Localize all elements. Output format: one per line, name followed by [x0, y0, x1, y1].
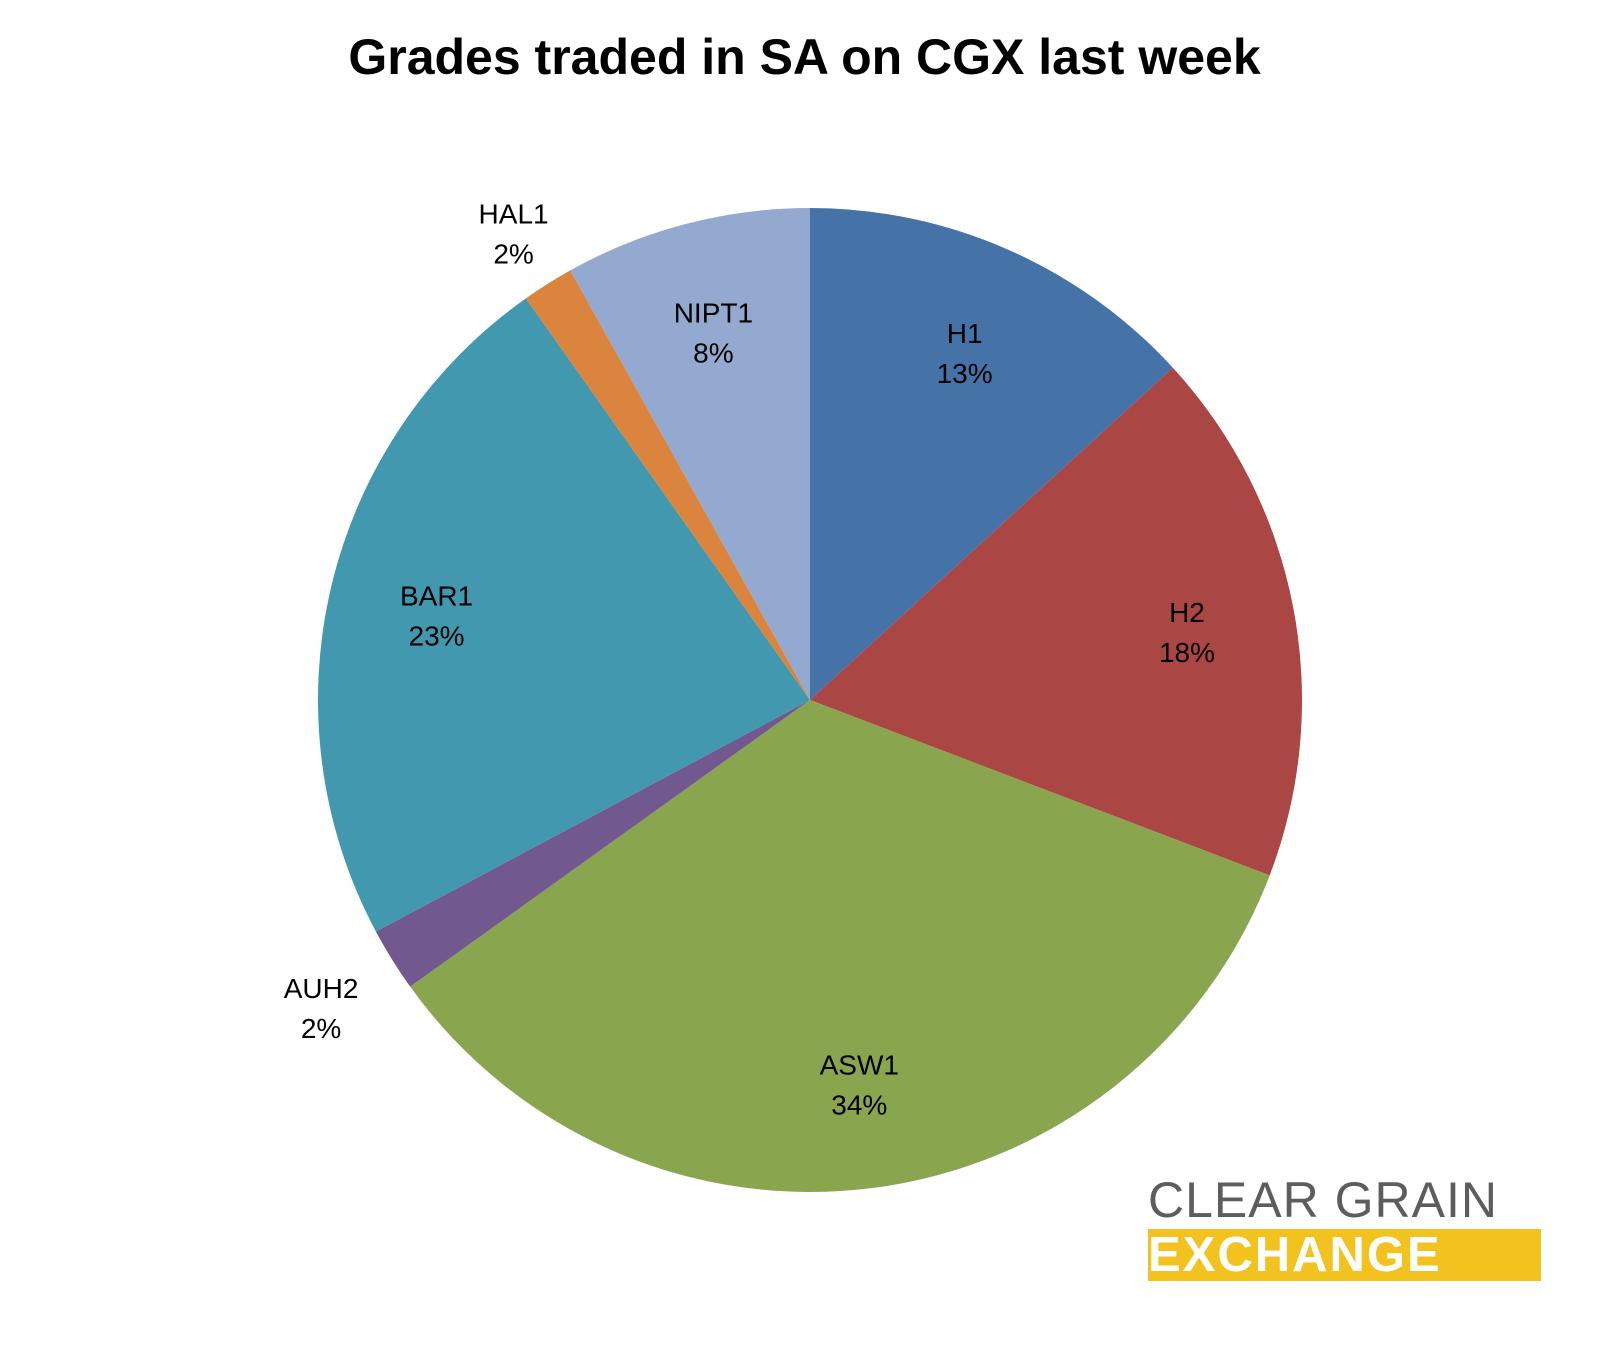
pie-slice-auh2: [375, 700, 810, 987]
slice-label-h1: H1: [947, 318, 983, 349]
pie-slice-asw1: [410, 700, 1270, 1192]
pie-slice-bar1: [318, 298, 810, 932]
slice-label-h2: H2: [1169, 597, 1205, 628]
slice-label-hal1: HAL1: [479, 199, 549, 230]
slice-label-nipt1: NIPT1: [674, 298, 753, 329]
slice-percent-nipt1: 8%: [693, 338, 733, 369]
pie-slice-h1: [810, 208, 1173, 700]
slice-label-bar1: BAR1: [400, 581, 473, 612]
logo-line-1: CLEAR GRAIN: [1148, 1172, 1498, 1228]
pie-labels: H1 13% H2 18% ASW1 34% AUH2 2% BAR1 23% HAL1 2% NIPT…: [284, 199, 1215, 1121]
clear-grain-exchange-logo: CLEAR GRAIN EXCHANGE: [1148, 1175, 1541, 1281]
logo-line-2: EXCHANGE: [1148, 1229, 1541, 1281]
slice-percent-hal1: 2%: [493, 239, 533, 270]
chart-title: Grades traded in SA on CGX last week: [348, 29, 1261, 85]
slice-label-asw1: ASW1: [820, 1050, 899, 1081]
slice-percent-asw1: 34%: [831, 1090, 887, 1121]
slice-percent-h1: 13%: [937, 358, 993, 389]
slice-percent-bar1: 23%: [409, 621, 465, 652]
slice-percent-auh2: 2%: [301, 1013, 341, 1044]
slice-percent-h2: 18%: [1159, 637, 1215, 668]
pie-slice-h2: [810, 367, 1302, 876]
pie-slices: [318, 208, 1302, 1192]
pie-slice-nipt1: [570, 208, 810, 700]
pie-slice-hal1: [525, 270, 810, 700]
slice-label-auh2: AUH2: [284, 973, 359, 1004]
